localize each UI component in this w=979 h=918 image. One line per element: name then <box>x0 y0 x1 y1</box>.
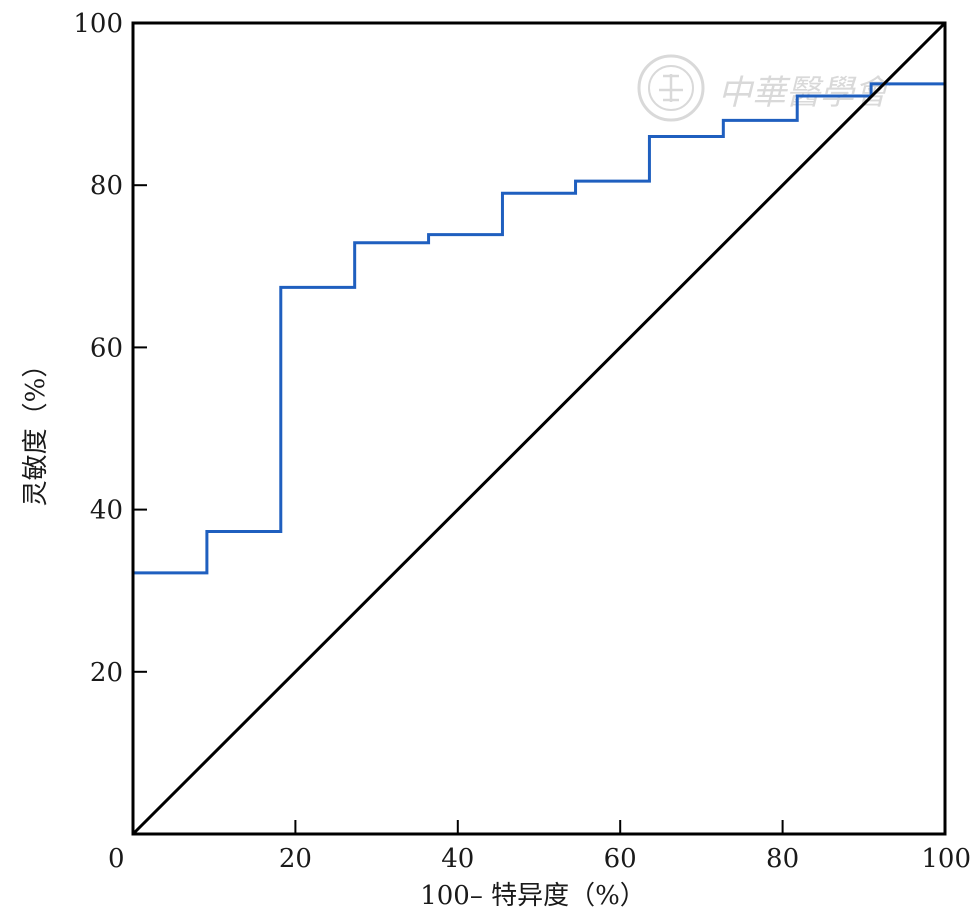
x-tick-label: 100 <box>921 844 971 874</box>
seal-icon <box>637 54 705 122</box>
axis-ticks: 0 20 40 60 80 100 20 40 60 80 100 <box>73 9 971 874</box>
x-tick-label: 40 <box>441 844 474 874</box>
watermark-text: 中華醫學會 <box>718 73 893 113</box>
y-tick-label: 20 <box>90 658 123 688</box>
roc-curve <box>131 23 947 834</box>
reference-line <box>131 21 947 836</box>
x-tick-label: 0 <box>108 844 125 874</box>
watermark: 中華醫學會 <box>637 54 893 122</box>
x-tick-label: 80 <box>766 844 799 874</box>
y-tick-label: 40 <box>90 496 123 526</box>
plot-frame <box>131 21 947 836</box>
y-tick-label: 80 <box>90 171 123 201</box>
plot-area <box>131 21 947 836</box>
x-axis-title: 100– 特异度（%） <box>420 881 646 911</box>
y-tick-label: 100 <box>73 9 123 39</box>
y-tick-label: 60 <box>90 333 123 363</box>
x-tick-label: 60 <box>604 844 637 874</box>
y-axis-title: 灵敏度（%） <box>21 352 51 507</box>
x-tick-label: 20 <box>279 844 312 874</box>
